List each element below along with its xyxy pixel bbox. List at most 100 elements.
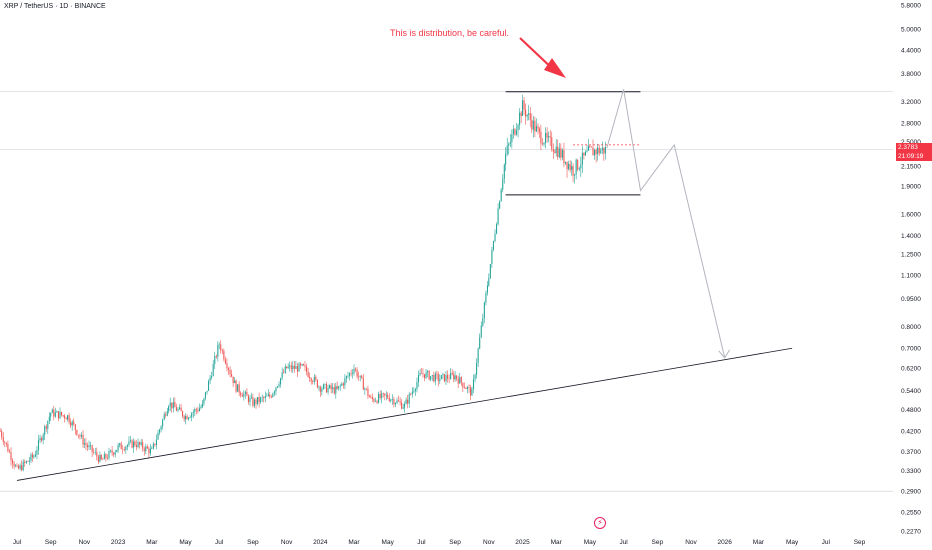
candle	[503, 163, 505, 184]
candle	[430, 376, 432, 382]
x-tick-label: Mar	[348, 539, 360, 546]
candle	[460, 376, 462, 386]
candle	[123, 446, 125, 452]
candle	[543, 141, 545, 147]
candle	[367, 385, 369, 399]
candle-body	[129, 440, 132, 442]
candle	[231, 369, 233, 378]
candle-body	[25, 461, 27, 463]
candle	[125, 445, 127, 454]
x-tick-label: Nov	[483, 539, 495, 546]
candle-body	[431, 375, 433, 377]
candle-body	[457, 378, 459, 384]
candle	[292, 360, 294, 374]
price-axis[interactable]: 5.8000 5.0000 4.4000 3.8000 3.2000 2.8000 2.50…	[901, 3, 921, 536]
candle	[19, 463, 21, 471]
candle	[506, 137, 508, 157]
candle-body	[494, 233, 496, 242]
candle-body	[257, 397, 259, 404]
candle	[529, 106, 531, 128]
candle-body	[423, 374, 426, 379]
candle	[535, 118, 537, 133]
candle	[407, 394, 409, 409]
candle-body	[515, 130, 518, 135]
candle-body	[335, 386, 337, 394]
candle-body	[4, 442, 6, 443]
candle-body	[393, 399, 395, 405]
symbol-name[interactable]: XRP / TetherUS	[4, 3, 54, 10]
candle	[50, 412, 52, 422]
projection-path[interactable]	[606, 89, 726, 358]
candle	[321, 386, 323, 396]
candle-body	[301, 364, 303, 366]
support-trendline[interactable]	[16, 347, 793, 481]
candle	[12, 457, 14, 469]
candle-body	[54, 412, 56, 417]
candle-body	[580, 164, 582, 169]
candle-body	[552, 149, 554, 152]
candle-body	[62, 415, 64, 416]
time-axis[interactable]: Jul Sep Nov 2023 Mar May Jul Sep Nov 2024 Mar May Ju…	[13, 539, 866, 546]
candle-body	[520, 112, 522, 116]
candle	[560, 143, 562, 161]
candle	[399, 397, 401, 406]
candle-body	[521, 100, 524, 116]
candle	[99, 451, 101, 463]
candle	[74, 423, 76, 435]
candle	[197, 406, 199, 414]
symbol-header[interactable]: XRP / TetherUS · 1D · BINANCE	[4, 3, 106, 10]
candle	[433, 371, 435, 383]
candle-body	[416, 382, 418, 390]
candle	[318, 385, 320, 391]
candle	[103, 451, 105, 460]
candle	[159, 428, 161, 436]
candle-body	[525, 109, 527, 117]
candle-body	[488, 278, 490, 286]
interval-label[interactable]: 1D	[59, 3, 69, 10]
candle	[483, 301, 485, 324]
candle-body	[77, 434, 79, 436]
candle	[329, 384, 331, 390]
candle-body	[142, 442, 144, 449]
candle	[203, 397, 205, 407]
candle	[531, 113, 533, 134]
candle-body	[174, 402, 176, 408]
candle	[583, 152, 585, 160]
candle-body	[273, 391, 275, 394]
candle-body	[442, 374, 444, 376]
candle-body	[595, 149, 597, 155]
lightning-bolt-icon[interactable]: ⚡	[594, 517, 606, 529]
candle-body	[434, 373, 436, 382]
candle-body	[485, 292, 487, 303]
candle-body	[227, 368, 230, 371]
candle	[414, 387, 416, 396]
candle-body	[253, 399, 255, 406]
candle	[90, 441, 92, 450]
candle	[71, 419, 73, 431]
candle	[189, 415, 191, 419]
candle	[391, 394, 393, 405]
y-tick-label: 0.2550	[901, 510, 921, 517]
candle	[57, 411, 59, 422]
candle-body	[65, 418, 67, 420]
distribution-annotation[interactable]: This is distribution, be careful.	[390, 28, 510, 38]
candle	[129, 436, 132, 444]
x-tick-label: Nov	[685, 539, 697, 546]
candle-body	[427, 371, 429, 373]
candle-body	[41, 438, 43, 441]
candle	[301, 363, 303, 367]
candle-body	[195, 409, 197, 411]
candle	[313, 373, 315, 385]
candle	[183, 414, 185, 422]
candle-body	[93, 451, 95, 453]
candle-body	[180, 407, 182, 412]
candle-body	[255, 399, 257, 404]
candle-body	[440, 375, 442, 380]
candle	[283, 369, 285, 374]
candle-body	[327, 388, 329, 393]
candle	[549, 129, 551, 147]
candle	[387, 392, 389, 399]
candle	[195, 407, 197, 415]
candle	[552, 143, 554, 160]
